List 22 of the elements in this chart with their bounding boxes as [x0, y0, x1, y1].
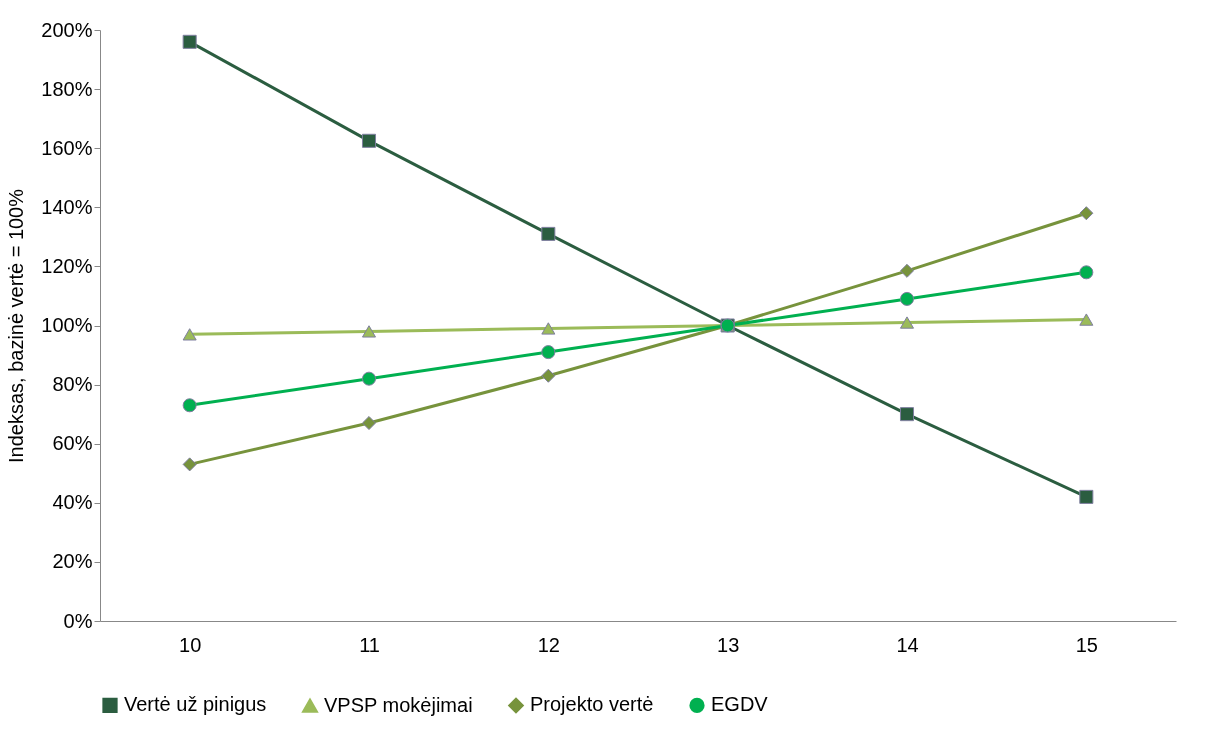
legend-label: Projekto vertė: [530, 693, 654, 716]
y-tick-label: 200%: [41, 18, 93, 41]
y-tick-label: 120%: [41, 254, 93, 277]
y-tick-label: 160%: [41, 136, 93, 159]
x-tick-label: 10: [179, 633, 202, 656]
y-tick-label: 80%: [52, 373, 93, 396]
x-tick-label: 15: [1075, 633, 1098, 656]
y-tick-label: 100%: [41, 314, 93, 336]
x-tick-label: 11: [359, 633, 380, 656]
legend-label: VPSP mokėjimai: [324, 693, 473, 716]
legend-label: EGDV: [711, 693, 769, 716]
x-tick-label: 12: [537, 633, 560, 656]
y-tick-label: 180%: [41, 77, 93, 100]
y-tick-label: 20%: [52, 550, 93, 573]
y-tick-label: 0%: [63, 609, 93, 632]
y-tick-label: 40%: [52, 491, 93, 514]
x-tick-label: 14: [896, 633, 919, 656]
y-axis-title: Indeksas, bazinė vertė = 100%: [5, 188, 28, 464]
y-tick-label: 140%: [41, 195, 93, 218]
x-tick-label: 13: [717, 633, 740, 656]
y-tick-label: 60%: [52, 432, 93, 455]
legend-label: Vertė už pinigus: [124, 693, 267, 716]
